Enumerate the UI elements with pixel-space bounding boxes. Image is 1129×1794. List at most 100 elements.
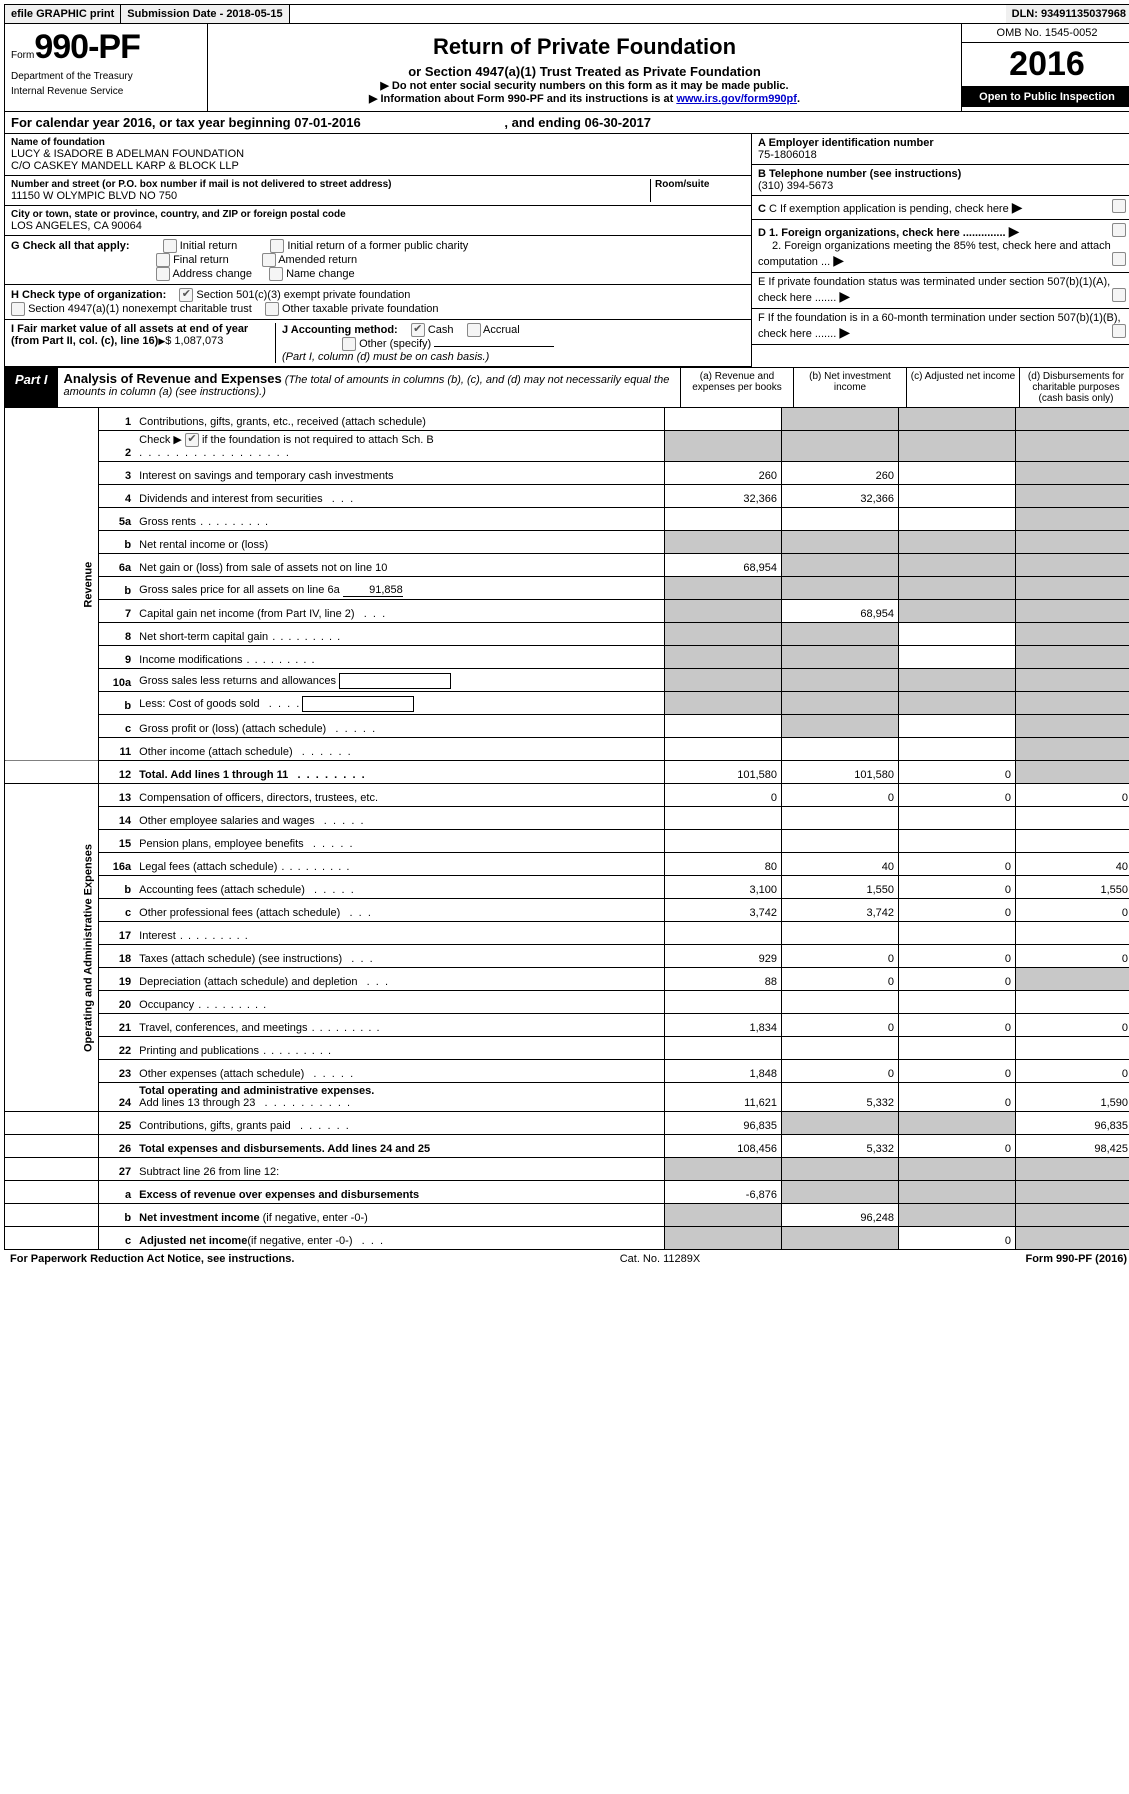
table-row: Revenue 1 Contributions, gifts, grants, … [5, 408, 1129, 431]
desc-14: Other employee salaries and wages . . . … [135, 807, 664, 830]
col-c-header: (c) Adjusted net income [906, 368, 1019, 407]
footer-left: For Paperwork Reduction Act Notice, see … [10, 1253, 294, 1265]
part1-header: Part I Analysis of Revenue and Expenses … [4, 367, 1129, 408]
table-row: 17 Interest [5, 922, 1129, 945]
address-block: Number and street (or P.O. box number if… [5, 176, 751, 206]
efile-label[interactable]: efile GRAPHIC print [5, 5, 121, 23]
desc-2: Check ▶ if the foundation is not require… [135, 431, 664, 462]
val-16bc: 0 [899, 876, 1016, 899]
val-21a: 1,834 [665, 1014, 782, 1037]
chk-f[interactable] [1112, 324, 1126, 338]
chk-e[interactable] [1112, 288, 1126, 302]
chk-name[interactable] [269, 267, 283, 281]
chk-other-acct[interactable] [342, 337, 356, 351]
chk-cash[interactable] [411, 323, 425, 337]
desc-9: Income modifications [135, 646, 664, 669]
box-10a[interactable] [339, 673, 451, 689]
g-final: Final return [173, 254, 229, 266]
desc-6a: Net gain or (loss) from sale of assets n… [135, 554, 664, 577]
foundation-name-block: Name of foundation LUCY & ISADORE B ADEL… [5, 134, 751, 176]
instr-link: ▶ Information about Form 990-PF and its … [214, 92, 955, 105]
table-row: 5a Gross rents [5, 508, 1129, 531]
val-24d: 1,590 [1016, 1083, 1129, 1112]
table-row: c Gross profit or (loss) (attach schedul… [5, 715, 1129, 738]
table-row: 4 Dividends and interest from securities… [5, 485, 1129, 508]
desc-3: Interest on savings and temporary cash i… [135, 462, 664, 485]
ln-7: 7 [99, 600, 136, 623]
box-10b[interactable] [302, 696, 414, 712]
ln-20: 20 [99, 991, 136, 1014]
dept-irs: Internal Revenue Service [11, 86, 201, 97]
ln-24: 24 [99, 1083, 136, 1112]
chk-schb[interactable] [185, 433, 199, 447]
val-12a: 101,580 [665, 761, 782, 784]
val-21b: 0 [782, 1014, 899, 1037]
desc-11: Other income (attach schedule) . . . . .… [135, 738, 664, 761]
ln-27b: b [99, 1204, 136, 1227]
chk-other-tax[interactable] [265, 302, 279, 316]
chk-4947[interactable] [11, 302, 25, 316]
chk-address[interactable] [156, 267, 170, 281]
part1-desc: Analysis of Revenue and Expenses (The to… [58, 368, 680, 407]
form-number: Form990-PF [11, 28, 201, 67]
val-13d: 0 [1016, 784, 1129, 807]
val-16ba: 3,100 [665, 876, 782, 899]
chk-c[interactable] [1112, 199, 1126, 213]
table-row: 3 Interest on savings and temporary cash… [5, 462, 1129, 485]
chk-501c3[interactable] [179, 288, 193, 302]
table-row: b Accounting fees (attach schedule) . . … [5, 876, 1129, 899]
h-check-row: H Check type of organization: Section 50… [5, 285, 751, 320]
part1-tag: Part I [5, 368, 58, 407]
val-27cc: 0 [899, 1227, 1016, 1250]
chk-final[interactable] [156, 253, 170, 267]
form-990pf: 990-PF [34, 28, 140, 66]
table-row: 15 Pension plans, employee benefits . . … [5, 830, 1129, 853]
desc-17: Interest [135, 922, 664, 945]
val-3a: 260 [665, 462, 782, 485]
chk-accrual[interactable] [467, 323, 481, 337]
e-terminated: E If private foundation status was termi… [752, 273, 1129, 309]
desc-10c: Gross profit or (loss) (attach schedule)… [135, 715, 664, 738]
chk-d1[interactable] [1112, 223, 1126, 237]
ln-17: 17 [99, 922, 136, 945]
desc-21: Travel, conferences, and meetings [135, 1014, 664, 1037]
val-23a: 1,848 [665, 1060, 782, 1083]
chk-d2[interactable] [1112, 252, 1126, 266]
name-label: Name of foundation [11, 137, 745, 148]
ln-25: 25 [99, 1112, 136, 1135]
irs-link[interactable]: www.irs.gov/form990pf [676, 93, 797, 105]
entity-info: Name of foundation LUCY & ISADORE B ADEL… [4, 134, 1129, 367]
table-row: c Adjusted net income(if negative, enter… [5, 1227, 1129, 1250]
header-mid: Return of Private Foundation or Section … [208, 24, 961, 111]
part1-table: Revenue 1 Contributions, gifts, grants, … [4, 408, 1129, 1250]
ln-10b: b [99, 692, 136, 715]
val-26c: 0 [899, 1135, 1016, 1158]
desc-27a: Excess of revenue over expenses and disb… [135, 1181, 664, 1204]
other-specify-input[interactable] [434, 346, 554, 347]
g-check-row: G Check all that apply: Initial return I… [5, 236, 751, 285]
table-row: 22 Printing and publications [5, 1037, 1129, 1060]
val-12b: 101,580 [782, 761, 899, 784]
entity-left: Name of foundation LUCY & ISADORE B ADEL… [5, 134, 751, 367]
table-row: 20 Occupancy [5, 991, 1129, 1014]
c-label: C If exemption application is pending, c… [769, 203, 1009, 215]
cal-begin: For calendar year 2016, or tax year begi… [11, 115, 361, 130]
ln-15: 15 [99, 830, 136, 853]
chk-initial-former[interactable] [270, 239, 284, 253]
desc-22: Printing and publications [135, 1037, 664, 1060]
val-27a: -6,876 [665, 1181, 782, 1204]
val-26a: 108,456 [665, 1135, 782, 1158]
val-16ca: 3,742 [665, 899, 782, 922]
chk-initial-return[interactable] [163, 239, 177, 253]
cal-end: , and ending 06-30-2017 [504, 115, 651, 130]
ln-16c: c [99, 899, 136, 922]
arrow-icon-d2: ▶ [833, 252, 844, 268]
val-18c: 0 [899, 945, 1016, 968]
j-cash: Cash [428, 324, 454, 336]
ln-10c: c [99, 715, 136, 738]
table-row: 26 Total expenses and disbursements. Add… [5, 1135, 1129, 1158]
calendar-year-row: For calendar year 2016, or tax year begi… [4, 112, 1129, 134]
h-4947: Section 4947(a)(1) nonexempt charitable … [28, 303, 252, 315]
val-16aa: 80 [665, 853, 782, 876]
chk-amended[interactable] [262, 253, 276, 267]
